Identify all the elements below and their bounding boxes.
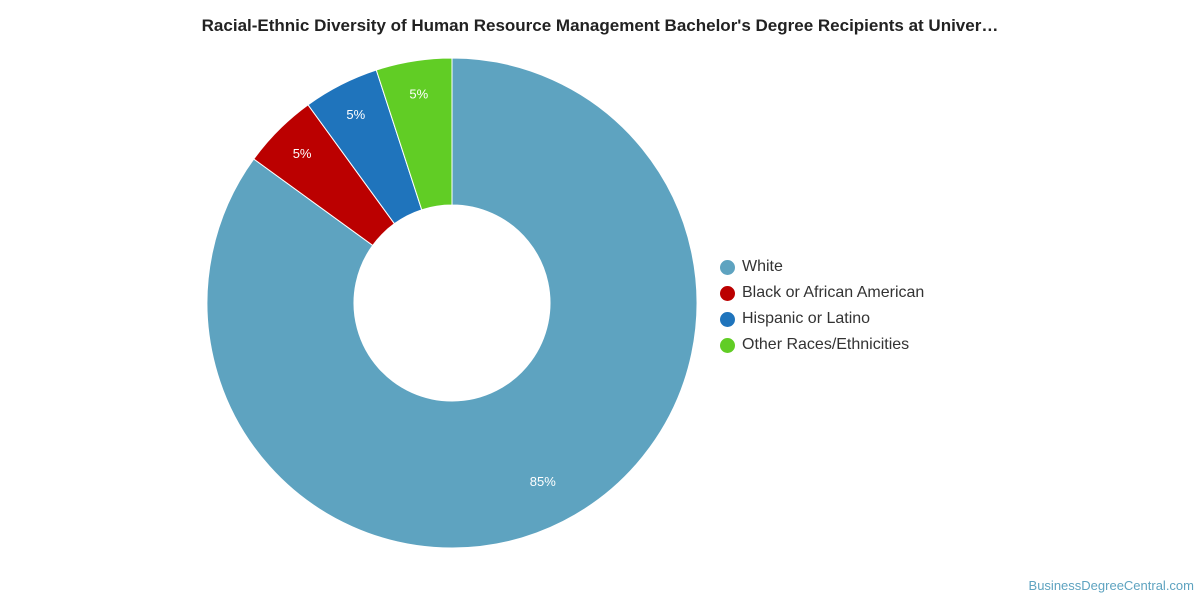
legend-item-white[interactable]: White	[720, 254, 924, 280]
legend-item-black[interactable]: Black or African American	[720, 280, 924, 306]
legend: White Black or African American Hispanic…	[720, 254, 924, 358]
legend-item-hispanic[interactable]: Hispanic or Latino	[720, 306, 924, 332]
legend-item-other[interactable]: Other Races/Ethnicities	[720, 332, 924, 358]
legend-label-white: White	[742, 258, 783, 275]
data-label-hispanic: 5%	[346, 107, 365, 122]
legend-swatch-hispanic	[720, 311, 735, 327]
data-label-black: 5%	[293, 146, 312, 161]
legend-swatch-white	[720, 259, 735, 275]
legend-label-hispanic: Hispanic or Latino	[742, 310, 871, 327]
legend-label-other: Other Races/Ethnicities	[742, 336, 910, 353]
chart-title: Racial-Ethnic Diversity of Human Resourc…	[201, 16, 999, 35]
slice-white[interactable]	[206, 57, 698, 549]
legend-swatch-black	[720, 285, 735, 301]
legend-swatch-other	[720, 337, 735, 353]
slice-other[interactable]	[375, 57, 453, 211]
data-label-white: 85%	[530, 474, 556, 489]
legend-label-black: Black or African American	[742, 284, 925, 301]
data-label-other: 5%	[409, 87, 428, 102]
site-watermark[interactable]: BusinessDegreeCentral.com	[1028, 578, 1194, 593]
